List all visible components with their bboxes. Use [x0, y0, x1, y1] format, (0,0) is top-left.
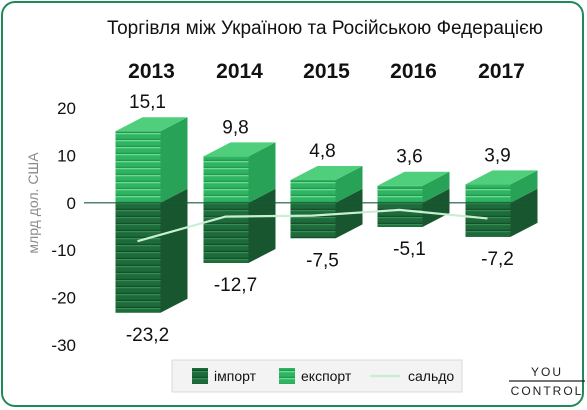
- export-bar-top: [203, 142, 276, 157]
- export-bar-top: [290, 166, 363, 181]
- export-value-label: 4,8: [309, 141, 335, 162]
- export-bar-side: [510, 170, 538, 203]
- legend-saldo-label: сальдо: [408, 368, 454, 384]
- year-label: 2013: [128, 60, 175, 83]
- import-bar-front: [465, 202, 511, 237]
- import-value-label: -5,1: [393, 239, 426, 260]
- export-bar-top: [115, 117, 188, 132]
- import-bar: [465, 188, 538, 237]
- import-bar-side: [510, 188, 538, 237]
- import-bar-front: [203, 202, 249, 263]
- y-tick-label: -10: [51, 241, 76, 260]
- import-bar: [115, 188, 188, 313]
- import-bar-side: [422, 188, 450, 227]
- export-bar-front: [465, 184, 511, 203]
- y-axis-label: млрд дол. США: [25, 152, 41, 254]
- legend-import-label: імпорт: [214, 368, 257, 384]
- import-bar-front: [290, 202, 336, 239]
- year-label: 2014: [216, 60, 263, 83]
- import-value-label: -12,7: [214, 275, 257, 296]
- brand-line1: YOU: [531, 365, 563, 379]
- import-value-label: -23,2: [126, 325, 169, 346]
- export-bar: [465, 170, 538, 203]
- export-bar-side: [422, 171, 450, 203]
- y-tick-label: -30: [51, 336, 76, 355]
- chart-title: Торгівля між Україною та Російською Феде…: [107, 18, 543, 39]
- export-bar-front: [290, 180, 336, 203]
- export-bar: [115, 117, 188, 203]
- export-bar-front: [203, 156, 249, 203]
- export-value-label: 9,8: [222, 117, 248, 138]
- import-bar-side: [248, 188, 276, 263]
- export-bar: [290, 166, 363, 203]
- export-value-label: 3,6: [396, 147, 422, 168]
- legend-export-label: експорт: [301, 368, 352, 384]
- export-bar: [377, 171, 450, 203]
- export-bar-front: [115, 131, 161, 203]
- export-bar-side: [335, 166, 363, 203]
- export-value-label: 15,1: [129, 92, 166, 113]
- y-tick-label: 0: [67, 194, 76, 213]
- y-tick-label: 10: [57, 146, 76, 165]
- export-bar-top: [465, 170, 538, 185]
- export-bar-front: [377, 185, 423, 203]
- saldo-line: [137, 208, 488, 243]
- export-bar-top: [377, 171, 450, 186]
- year-label: 2016: [390, 60, 437, 83]
- legend: [171, 359, 463, 393]
- import-value-label: -7,2: [481, 249, 514, 270]
- export-value-label: 3,9: [484, 145, 510, 166]
- y-tick-label: -20: [51, 289, 76, 308]
- import-bar: [377, 188, 450, 227]
- year-label: 2017: [478, 60, 525, 83]
- export-bar-side: [248, 142, 276, 203]
- export-bar: [203, 142, 276, 203]
- import-bar-front: [115, 202, 161, 313]
- import-value-label: -7,5: [306, 250, 339, 271]
- legend-import-swatch: [192, 368, 208, 384]
- y-tick-label: 20: [57, 99, 76, 118]
- legend-export-swatch: [279, 368, 295, 384]
- export-bar-side: [160, 117, 188, 203]
- brand-line2: CONTROL: [511, 384, 584, 398]
- import-bar: [203, 188, 276, 263]
- import-bar-side: [160, 188, 188, 313]
- year-label: 2015: [303, 60, 350, 83]
- import-bar-front: [377, 202, 423, 227]
